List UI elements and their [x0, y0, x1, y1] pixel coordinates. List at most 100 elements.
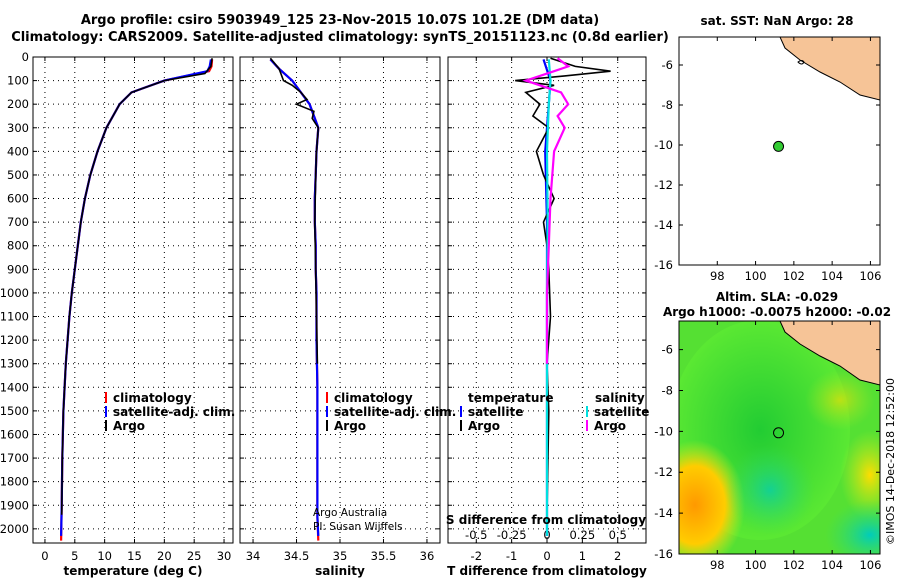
- map-y-tick-label: -14: [654, 218, 673, 232]
- legend-t-argo: Argo: [468, 419, 500, 433]
- x-tick-label: 0: [41, 549, 48, 563]
- salinity-legend: climatology satellite-adj. clim. Argo Ar…: [313, 391, 456, 533]
- legend-satellite: satellite-adj. clim.: [113, 405, 235, 419]
- sla-map-subtitle: Argo h1000: -0.0075 h2000: -0.02: [663, 305, 891, 319]
- sla-heatmap: [679, 321, 880, 554]
- x-tick-label: 36: [420, 549, 435, 563]
- depth-tick-label: 700: [7, 215, 29, 229]
- x-tick-label: -1: [506, 549, 517, 563]
- sla-map-title: Altim. SLA: -0.029: [716, 290, 838, 304]
- map-y-tick-label: -14: [654, 506, 673, 520]
- map-y-tick-label: -16: [654, 258, 673, 272]
- depth-tick-label: 200: [7, 97, 29, 111]
- x-tick-label: 20: [157, 549, 172, 563]
- map-x-tick-label: 106: [859, 269, 881, 283]
- x-tick-label: 5: [71, 549, 78, 563]
- x-tick-label: 25: [187, 549, 202, 563]
- depth-tick-label: 1700: [0, 451, 29, 465]
- secondary-tick-label: 0.25: [570, 528, 596, 542]
- series-line: [60, 59, 212, 536]
- depth-tick-label: 900: [7, 262, 29, 276]
- plot-frame: [32, 56, 234, 544]
- temperature-legend: climatology satellite-adj. clim. Argo: [105, 391, 235, 433]
- sla-map: Altim. SLA: -0.029 Argo h1000: -0.0075 h…: [654, 290, 891, 572]
- series-line: [522, 57, 571, 364]
- legend-s-satellite: satellite: [594, 405, 649, 419]
- map-x-tick-label: 100: [745, 558, 767, 572]
- legend-temperature-heading: temperature: [468, 391, 553, 405]
- title-line-1: Argo profile: csiro 5903949_125 23-Nov-2…: [80, 13, 600, 28]
- x-tick-label: 2: [614, 549, 621, 563]
- depth-tick-label: 2000: [0, 522, 29, 536]
- x-tick-label: 35: [333, 549, 348, 563]
- x-tick-label: 35.5: [371, 549, 397, 563]
- legend-climatology: climatology: [334, 391, 413, 405]
- map-y-tick-label: -10: [654, 424, 673, 438]
- legend-argo: Argo: [334, 419, 366, 433]
- depth-tick-label: 800: [7, 239, 29, 253]
- argo-float-marker: [773, 140, 785, 152]
- x-tick-label: 30: [217, 549, 232, 563]
- difference-panel: -2 -1 0 1 2-0.5 -0.25 0 0.25 0.5T difference fro…: [447, 56, 647, 578]
- legend-argo: Argo: [113, 419, 145, 433]
- sla-map-frame: [678, 320, 881, 555]
- map-y-tick-label: -12: [654, 178, 673, 192]
- depth-axis: 0 100 200 300 400 500 600 700 800 900 1000 1100 1200…: [0, 50, 29, 536]
- legend-climatology: climatology: [113, 391, 192, 405]
- x-axis-label: salinity: [315, 564, 365, 578]
- depth-tick-label: 400: [7, 144, 29, 158]
- land-sumatra: [779, 37, 880, 101]
- depth-tick-label: 100: [7, 74, 29, 88]
- title-line-2: Climatology: CARS2009. Satellite-adjuste…: [11, 30, 669, 45]
- depth-tick-label: 1400: [0, 380, 29, 394]
- series-line: [269, 58, 320, 541]
- sla-map-axes: 98 100 102 104 106 -6 -8 -10 -12 -14 -16: [654, 321, 881, 572]
- series-line: [269, 58, 320, 536]
- x-tick-label: 34: [246, 549, 261, 563]
- series-line: [269, 57, 320, 364]
- map-x-tick-label: 104: [821, 269, 843, 283]
- land-sumatra: [779, 321, 880, 386]
- depth-tick-label: 1200: [0, 333, 29, 347]
- sst-map: sat. SST: NaN Argo: 28 98 100 102 104 106 -6 -…: [654, 14, 881, 283]
- map-x-tick-label: 106: [859, 558, 881, 572]
- series-line: [545, 59, 552, 536]
- argo-float-marker: [773, 427, 785, 439]
- depth-tick-label: 600: [7, 192, 29, 206]
- map-x-tick-label: 104: [821, 558, 843, 572]
- depth-tick-label: 500: [7, 168, 29, 182]
- map-x-tick-label: 102: [783, 558, 805, 572]
- legend-s-argo: Argo: [594, 419, 626, 433]
- x-tick-label: 1: [579, 549, 586, 563]
- temperature-panel: 0 5 10 15 20 25 30 temperature (deg C): [32, 56, 234, 578]
- map-y-tick-label: -6: [662, 343, 673, 357]
- x-tick-label: -2: [471, 549, 482, 563]
- map-y-tick-label: -8: [662, 383, 673, 397]
- footer-stamp: ©IMOS 14-Dec-2018 12:52:00: [884, 378, 897, 545]
- map-x-tick-label: 102: [783, 269, 805, 283]
- sst-map-title: sat. SST: NaN Argo: 28: [700, 14, 853, 28]
- secondary-tick-label: -0.25: [497, 528, 527, 542]
- island: [797, 60, 805, 65]
- map-y-tick-label: -12: [654, 465, 673, 479]
- depth-tick-label: 0: [22, 50, 29, 64]
- x-axis-label: T difference from climatology: [447, 564, 647, 578]
- depth-tick-label: 1300: [0, 357, 29, 371]
- series-line: [60, 59, 214, 541]
- series-line: [515, 57, 611, 515]
- depth-tick-label: 1100: [0, 310, 29, 324]
- depth-tick-label: 1600: [0, 427, 29, 441]
- x-tick-label: 10: [97, 549, 112, 563]
- depth-tick-label: 300: [7, 121, 29, 135]
- depth-tick-label: 1000: [0, 286, 29, 300]
- x-tick-label: 34.5: [284, 549, 310, 563]
- depth-tick-label: 1900: [0, 498, 29, 512]
- depth-tick-label: 1800: [0, 475, 29, 489]
- legend-satellite: satellite-adj. clim.: [334, 405, 456, 419]
- secondary-tick-label: 0.5: [609, 528, 627, 542]
- plot-frame: [239, 56, 441, 544]
- map-y-tick-label: -16: [654, 547, 673, 561]
- credit-line-1: Argo Australia: [313, 507, 387, 519]
- map-x-tick-label: 98: [710, 269, 725, 283]
